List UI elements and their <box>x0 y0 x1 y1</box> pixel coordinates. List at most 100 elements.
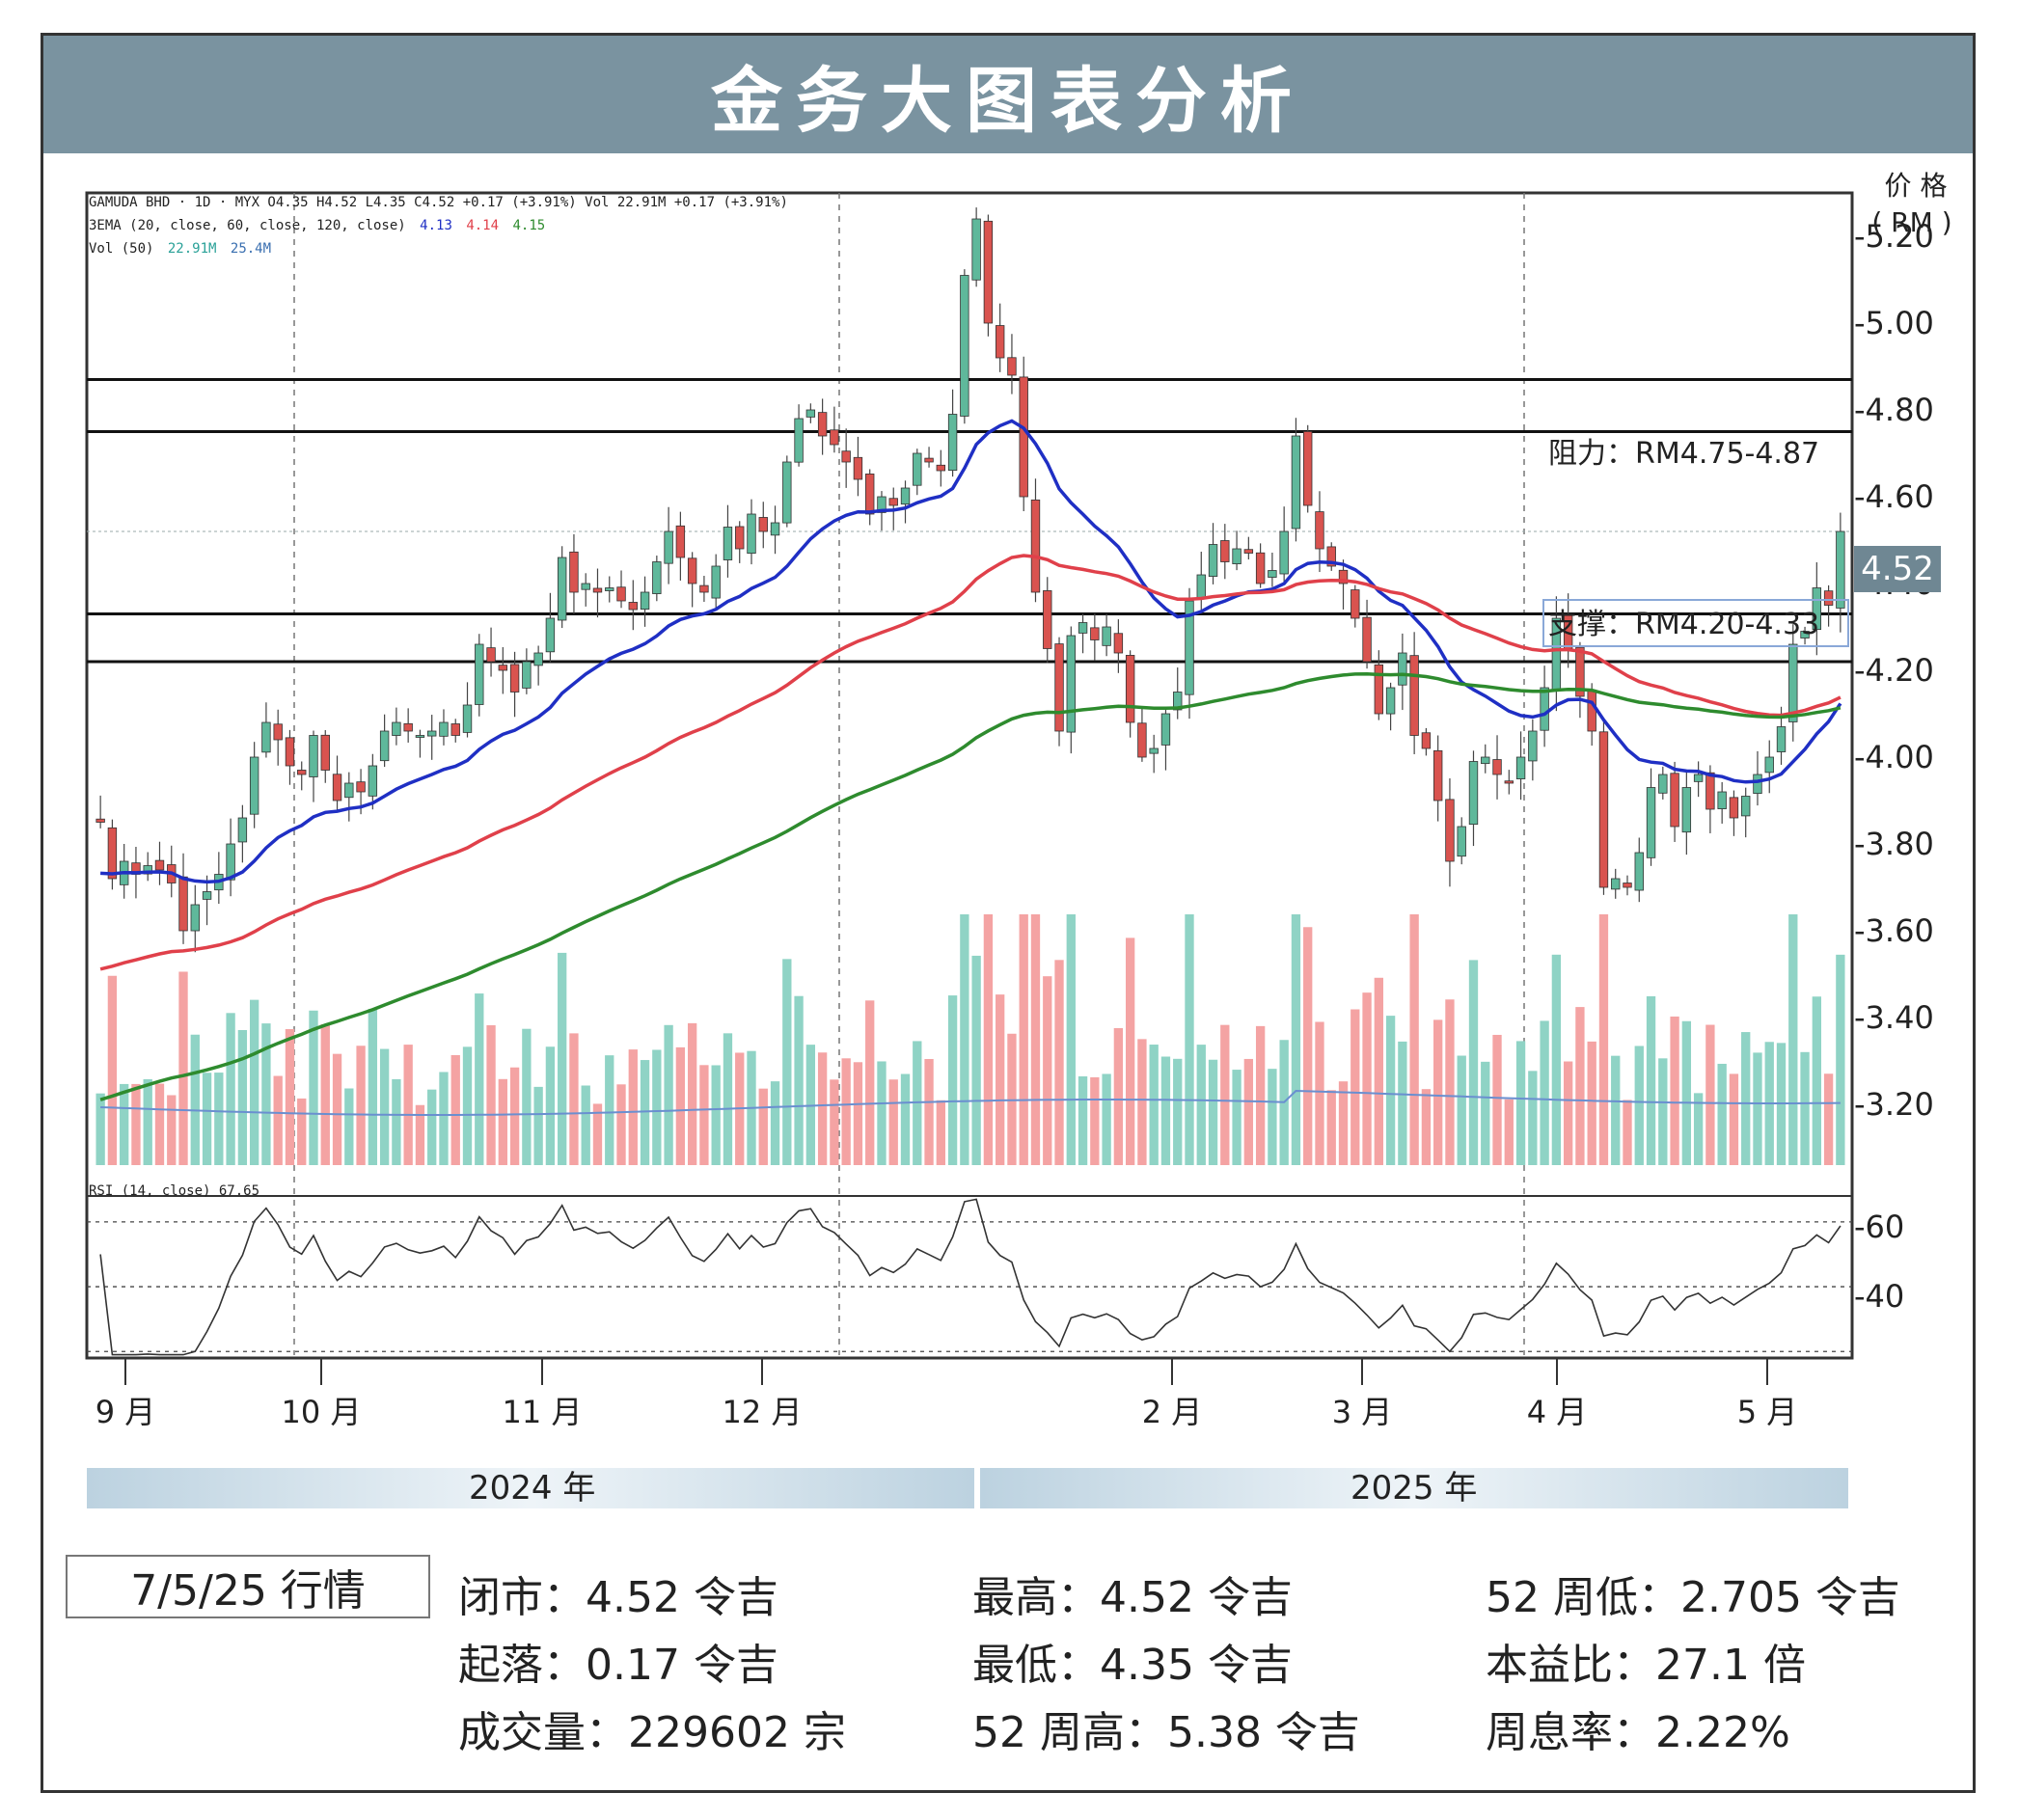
candlesticks <box>95 207 1845 953</box>
volume-bar <box>320 1023 330 1165</box>
candle-body <box>664 530 673 564</box>
y-tick-label: -4.00 <box>1854 739 1934 775</box>
volume-bar <box>1492 1034 1502 1165</box>
y-tick-label: -4.60 <box>1854 478 1934 515</box>
volume-info: 成交量：229602 宗 <box>458 1708 846 1757</box>
volume-bar <box>1243 1058 1254 1165</box>
volume-bar <box>1634 1046 1644 1165</box>
volume-bar <box>1504 1099 1514 1165</box>
candle-body <box>1362 616 1372 663</box>
candle-body <box>1255 552 1266 584</box>
candle-body <box>486 647 496 663</box>
candle-body <box>1753 774 1762 795</box>
candle-body <box>202 891 212 900</box>
volume-bar <box>1563 1061 1573 1165</box>
candle-body <box>1575 646 1585 697</box>
volume-bar <box>1515 1041 1526 1165</box>
volume-bar <box>509 1067 520 1165</box>
candle-body <box>971 218 981 281</box>
candle-body <box>1634 852 1644 891</box>
volume-bar <box>770 1081 780 1165</box>
candle-body <box>1432 749 1443 801</box>
candle-body <box>1693 774 1704 782</box>
volume-bar <box>971 955 981 1165</box>
candle-body <box>1315 511 1324 550</box>
candle-body <box>888 498 898 506</box>
candle-body <box>913 452 922 486</box>
volume-bar <box>261 1023 271 1165</box>
x-tick-label: 12 月 <box>723 1394 803 1430</box>
high52-info: 52 周高：5.38 令吉 <box>972 1708 1360 1757</box>
volume-bar <box>1753 1052 1762 1165</box>
volume-bar <box>1030 914 1041 1165</box>
volume-bar <box>1398 1041 1407 1165</box>
candle-body <box>1279 530 1289 575</box>
y-unit-line1: 价 格 <box>1885 170 1948 202</box>
volume-bar <box>1468 960 1479 1165</box>
volume-bar <box>1611 1055 1621 1165</box>
volume-bar <box>865 1000 875 1165</box>
candle-body <box>995 325 1005 359</box>
candle-body <box>735 526 745 550</box>
y-tick-label: -3.60 <box>1854 912 1934 949</box>
title-bar: 金务大图表分析 <box>43 36 1973 153</box>
candle-body <box>1326 546 1336 567</box>
candle-body <box>557 557 567 621</box>
volume-bar <box>1066 914 1076 1165</box>
volume-bar <box>1149 1045 1159 1165</box>
candle-body <box>924 457 934 463</box>
volume-bar <box>652 1049 662 1165</box>
candle-body <box>1457 826 1466 857</box>
candle-body <box>320 734 330 771</box>
volume-bar <box>1019 914 1028 1165</box>
volume-bar <box>936 1100 945 1165</box>
candle-body <box>1054 643 1064 732</box>
volume-bar <box>687 1022 697 1165</box>
y-axis: -5.20-5.00-4.80-4.60-4.40-4.20-4.00-3.80… <box>1854 218 1934 1315</box>
volume-bar <box>1326 1090 1336 1165</box>
candle-body <box>379 730 390 762</box>
candle-body <box>865 474 875 515</box>
x-tick-label: 5 月 <box>1737 1394 1798 1430</box>
ema60-line <box>99 554 1842 971</box>
candle-body <box>273 723 283 741</box>
candle-body <box>1043 590 1052 649</box>
candle-body <box>415 735 425 738</box>
candle-body <box>805 409 816 418</box>
candle-body <box>1492 759 1502 775</box>
candle-body <box>344 782 354 799</box>
candle-body <box>450 723 460 736</box>
volume-bar <box>1823 1073 1834 1165</box>
volume-bar <box>1125 937 1135 1165</box>
ema20-line <box>100 419 1842 884</box>
volume-bar <box>675 1046 686 1165</box>
candle-body <box>1836 530 1845 609</box>
volume-bar <box>1729 1073 1739 1165</box>
candle-body <box>1232 548 1241 564</box>
candle-body <box>509 664 520 693</box>
ema-legend: 3EMA (20, close, 60, close, 120, close) … <box>89 218 545 233</box>
candle-body <box>1800 631 1810 638</box>
volume-bar <box>450 1054 460 1165</box>
volume-bar <box>120 1083 129 1165</box>
candle-body <box>285 737 295 767</box>
resistance-label: 阻力：RM4.75-4.87 <box>1548 437 1819 471</box>
volume-bar <box>1303 927 1313 1165</box>
candle-body <box>1019 376 1028 498</box>
support-label: 支撑：RM4.20-4.33 <box>1548 608 1819 641</box>
y-tick-label: -3.20 <box>1854 1086 1934 1123</box>
volume-bar <box>439 1072 449 1165</box>
high-info: 最高：4.52 令吉 <box>972 1573 1293 1622</box>
candle-body <box>1623 883 1632 888</box>
volume-bar <box>273 1075 283 1165</box>
candle-body <box>1351 589 1360 619</box>
candle-body <box>1137 722 1147 758</box>
candle-body <box>770 522 780 536</box>
x-axis: 9 月 10 月 11 月 12 月 2 月 3 月 4 月 5 月 <box>95 1358 1798 1430</box>
volume-bar <box>1528 1071 1538 1165</box>
volume-bar <box>1457 1055 1466 1165</box>
volume-bar <box>1658 1058 1668 1165</box>
candle-body <box>640 591 650 611</box>
volume-bar <box>498 1078 507 1165</box>
volume-bar <box>1481 1061 1490 1165</box>
